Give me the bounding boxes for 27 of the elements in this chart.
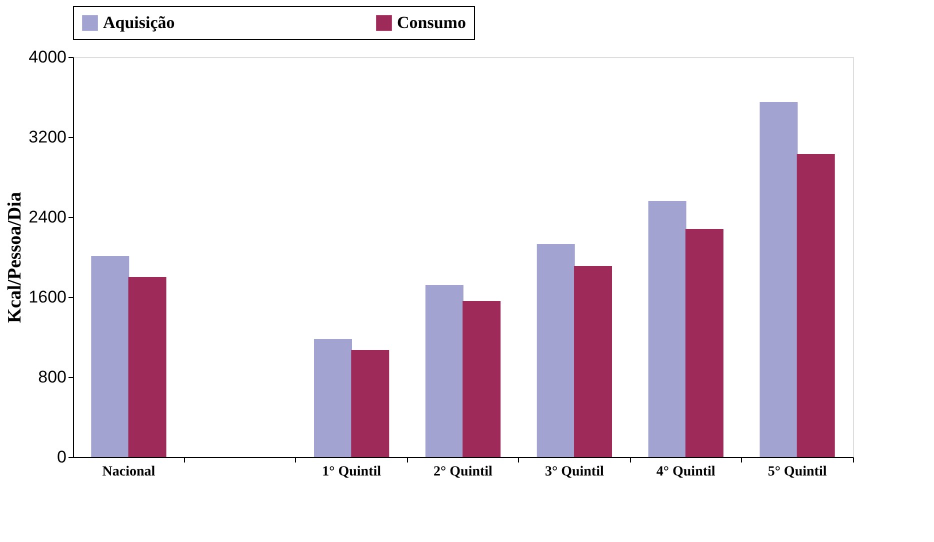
y-tick-label: 3200 — [28, 128, 66, 146]
y-tick-label: 800 — [38, 368, 66, 386]
y-tick-label: 2400 — [28, 208, 66, 226]
bar — [462, 301, 501, 457]
bar — [425, 285, 464, 457]
x-tick-label: 5° Quintil — [768, 464, 827, 480]
bar — [685, 229, 724, 457]
bar — [536, 244, 575, 457]
bar — [796, 154, 835, 457]
x-tick-label: 1° Quintil — [322, 464, 382, 480]
legend-label: Consumo — [397, 13, 466, 32]
x-tick-label: 2° Quintil — [434, 464, 493, 480]
bar — [314, 339, 352, 457]
bar — [574, 266, 612, 457]
y-tick-label: 1600 — [28, 288, 66, 306]
legend-label: Aquisição — [103, 13, 175, 32]
y-tick-label: 0 — [57, 448, 66, 466]
bar — [648, 201, 686, 457]
bar — [760, 102, 798, 457]
x-tick-label: 4° Quintil — [656, 464, 716, 480]
x-tick-label: 3° Quintil — [544, 464, 604, 480]
bar — [351, 350, 390, 457]
y-axis-title: Kcal/Pessoa/Dia — [4, 192, 26, 323]
bar — [128, 277, 166, 457]
y-tick-label: 4000 — [28, 48, 66, 66]
bar — [91, 256, 130, 457]
x-tick-label: Nacional — [102, 464, 156, 480]
